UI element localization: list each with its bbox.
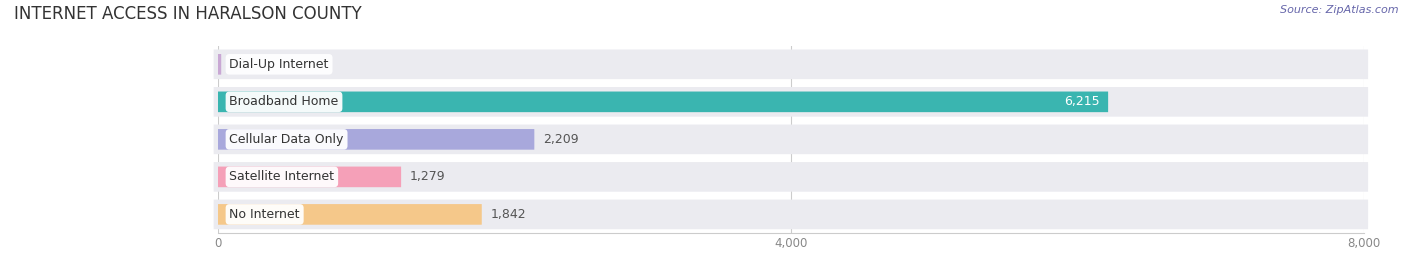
FancyBboxPatch shape [218, 54, 221, 75]
Text: 6,215: 6,215 [1064, 95, 1099, 108]
Text: 1,842: 1,842 [491, 208, 526, 221]
FancyBboxPatch shape [214, 200, 1368, 229]
Text: 23: 23 [229, 58, 246, 71]
Text: 1,279: 1,279 [409, 170, 446, 183]
Text: Source: ZipAtlas.com: Source: ZipAtlas.com [1281, 5, 1399, 15]
FancyBboxPatch shape [214, 125, 1368, 154]
FancyBboxPatch shape [214, 162, 1368, 192]
Text: Satellite Internet: Satellite Internet [229, 170, 335, 183]
FancyBboxPatch shape [218, 204, 482, 225]
FancyBboxPatch shape [218, 91, 1108, 112]
Text: INTERNET ACCESS IN HARALSON COUNTY: INTERNET ACCESS IN HARALSON COUNTY [14, 5, 361, 23]
FancyBboxPatch shape [214, 50, 1368, 79]
Text: No Internet: No Internet [229, 208, 299, 221]
Text: Dial-Up Internet: Dial-Up Internet [229, 58, 329, 71]
FancyBboxPatch shape [218, 166, 401, 187]
FancyBboxPatch shape [218, 129, 534, 150]
Text: Broadband Home: Broadband Home [229, 95, 339, 108]
Text: 2,209: 2,209 [543, 133, 578, 146]
FancyBboxPatch shape [214, 87, 1368, 117]
Text: Cellular Data Only: Cellular Data Only [229, 133, 343, 146]
